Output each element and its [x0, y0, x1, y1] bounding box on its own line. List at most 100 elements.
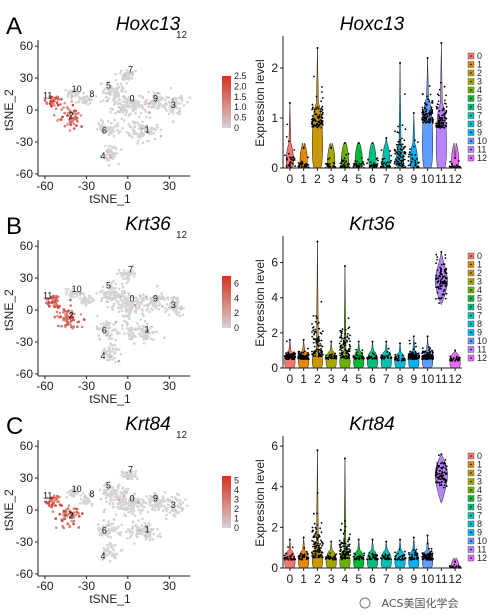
tsne-point	[95, 325, 99, 328]
tsne-point	[103, 330, 107, 333]
tsne-point	[110, 305, 113, 309]
tsne-point	[115, 93, 118, 96]
jitter-point	[390, 558, 392, 560]
tsne-point	[137, 300, 141, 304]
tsne-point	[105, 296, 109, 300]
jitter-point	[314, 330, 317, 333]
jitter-point	[318, 114, 321, 117]
jitter-point	[357, 164, 359, 167]
tsne-point	[75, 510, 79, 514]
tsne-point	[110, 490, 114, 493]
jitter-point	[416, 157, 418, 160]
tsne-point	[108, 84, 112, 87]
x-tick-label: 9	[410, 172, 417, 186]
tsne-point	[164, 517, 168, 521]
cluster-label: 0	[129, 293, 134, 303]
legend-label: 1	[477, 60, 482, 70]
tsne-point	[97, 328, 100, 331]
jitter-point	[346, 550, 348, 553]
jitter-point	[426, 542, 429, 545]
x-tick-label: 5	[355, 172, 362, 186]
jitter-point	[431, 110, 434, 113]
jitter-point	[383, 557, 386, 560]
tsne-point	[104, 294, 107, 297]
tsne-point	[64, 313, 67, 316]
tsne-point	[71, 520, 75, 524]
jitter-point	[329, 354, 332, 356]
jitter-point	[443, 270, 446, 273]
jitter-point	[325, 163, 328, 165]
tsne-point	[60, 108, 63, 111]
jitter-point	[314, 532, 317, 535]
tsne-point	[152, 131, 155, 135]
tsne-point	[105, 333, 108, 337]
jitter-point	[338, 539, 341, 542]
jitter-point	[455, 164, 458, 167]
jitter-point	[376, 554, 378, 556]
jitter-point	[401, 554, 403, 557]
jitter-point	[301, 558, 303, 560]
tsne-point	[124, 497, 128, 501]
legend-dot	[470, 123, 472, 125]
violin-2	[311, 47, 324, 169]
jitter-point	[317, 351, 320, 353]
jitter-point	[441, 476, 444, 479]
tsne-point	[133, 497, 137, 500]
jitter-point	[326, 162, 329, 165]
legend-dot	[470, 348, 472, 351]
max-point	[426, 57, 429, 59]
jitter-point	[313, 512, 315, 515]
jitter-point	[452, 358, 455, 360]
jitter-point	[349, 551, 351, 553]
jitter-point	[312, 555, 315, 557]
jitter-point	[287, 546, 289, 548]
jitter-point	[359, 163, 362, 166]
tsne-point	[110, 151, 113, 155]
jitter-point	[403, 155, 405, 158]
jitter-point	[339, 348, 341, 351]
jitter-point	[393, 162, 396, 165]
jitter-point	[374, 357, 377, 360]
jitter-point	[289, 161, 292, 164]
tsne-point	[158, 103, 161, 106]
tsne-point	[55, 294, 58, 298]
violin-12	[448, 142, 462, 169]
jitter-point	[450, 162, 453, 165]
tsne-point	[83, 494, 87, 498]
jitter-point	[441, 461, 444, 464]
tsne-point	[106, 306, 109, 309]
tsne-point	[109, 130, 113, 134]
tsne-point	[113, 526, 116, 529]
tsne-point	[71, 120, 75, 123]
x-tick-label: 2	[314, 172, 321, 186]
x-tick-label: -30	[78, 379, 96, 393]
legend-label: 7	[477, 111, 482, 121]
x-tick-label: 6	[369, 372, 376, 386]
tsne-point	[58, 512, 61, 516]
tsne-point	[152, 330, 156, 334]
tsne-point	[99, 100, 103, 103]
tsne-point	[64, 508, 68, 512]
tsne-point	[148, 501, 152, 504]
max-point	[288, 102, 291, 104]
tsne-point	[164, 507, 168, 511]
tsne-point	[114, 73, 117, 76]
tsne-point	[124, 301, 127, 305]
violin-title: Krt36	[349, 214, 395, 235]
tsne-point	[116, 505, 119, 509]
jitter-point	[430, 106, 433, 109]
jitter-point	[441, 472, 444, 474]
jitter-point	[301, 357, 304, 360]
tsne-point	[117, 268, 121, 272]
tsne-point	[89, 300, 93, 304]
jitter-point	[375, 555, 377, 558]
tsne-point	[162, 103, 166, 107]
tsne-point	[123, 502, 126, 505]
jitter-point	[307, 164, 310, 166]
tsne-point	[60, 519, 64, 523]
tsne-point	[146, 322, 149, 326]
tsne-point	[81, 100, 84, 104]
tsne-point	[116, 87, 120, 91]
jitter-point	[424, 120, 426, 123]
